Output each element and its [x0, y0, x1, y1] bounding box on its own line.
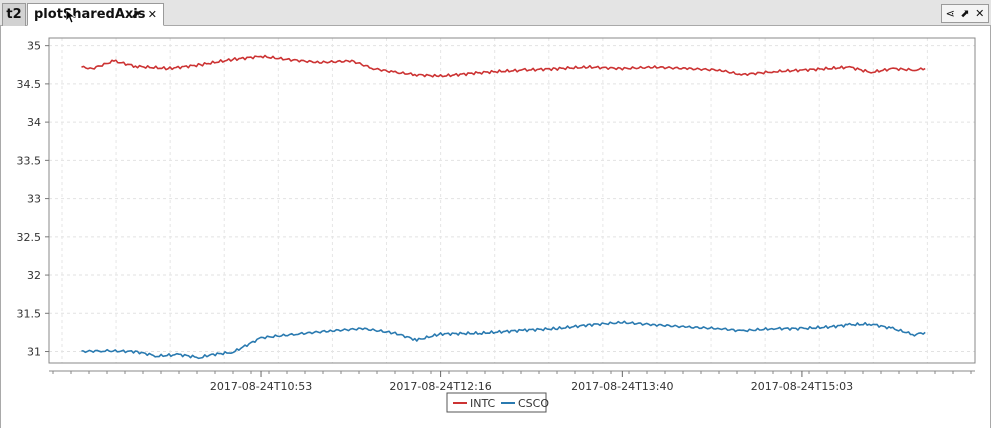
- tab-label: plotSharedAxis: [34, 7, 146, 22]
- close-icon[interactable]: ✕: [147, 8, 157, 21]
- legend-entry: INTC: [470, 397, 496, 410]
- y-tick-label: 33.5: [17, 154, 42, 167]
- tab-bar: t2 plotSharedAxis ⬈ ✕ ⋖ ⬈ ✕: [0, 0, 991, 26]
- y-tick-label: 31.5: [17, 307, 42, 320]
- tab-plotsharedaxis[interactable]: plotSharedAxis ⬈ ✕: [27, 3, 164, 26]
- plot-panel: 31 31.5 32 32.5 33 33.5 34 34.5 35 2017-08-24T10…: [0, 26, 991, 428]
- line-chart[interactable]: 31 31.5 32 32.5 33 33.5 34 34.5 35 2017-08-24T10…: [1, 26, 990, 428]
- x-tick-label: 2017-08-24T12:16: [389, 380, 491, 393]
- y-tick-label: 32.5: [17, 231, 42, 244]
- plot-area-border: [48, 37, 976, 364]
- pop-out-icon[interactable]: ⬈: [130, 8, 140, 21]
- series-line-intc: [81, 54, 926, 78]
- y-tick-label: 33: [27, 193, 41, 206]
- x-tick-label: 2017-08-24T13:40: [571, 380, 673, 393]
- chart-grid: [49, 38, 975, 363]
- tab-label: t2: [6, 7, 22, 22]
- pop-out-icon[interactable]: ⬈: [960, 7, 970, 20]
- y-tick-label: 34.5: [17, 78, 42, 91]
- x-tick-label: 2017-08-24T15:03: [751, 380, 853, 393]
- x-tick-label: 2017-08-24T10:53: [210, 380, 312, 393]
- series-line-csco: [81, 320, 926, 360]
- share-icon[interactable]: ⋖: [945, 7, 955, 20]
- x-axis: 2017-08-24T10:53 2017-08-24T12:16 2017-08-…: [49, 370, 975, 393]
- legend: INTC CSCO: [446, 392, 549, 413]
- y-tick-label: 35: [27, 40, 41, 53]
- window-controls: ⋖ ⬈ ✕: [941, 4, 989, 23]
- tab-t2[interactable]: t2: [2, 3, 26, 26]
- legend-box: [446, 392, 547, 413]
- legend-entry: CSCO: [518, 397, 549, 410]
- y-axis: 31 31.5 32 32.5 33 33.5 34 34.5 35: [17, 40, 49, 359]
- y-tick-label: 34: [27, 116, 41, 129]
- close-icon[interactable]: ✕: [975, 7, 985, 20]
- y-tick-label: 32: [27, 269, 41, 282]
- series-lines: [81, 54, 926, 360]
- y-tick-label: 31: [27, 346, 41, 359]
